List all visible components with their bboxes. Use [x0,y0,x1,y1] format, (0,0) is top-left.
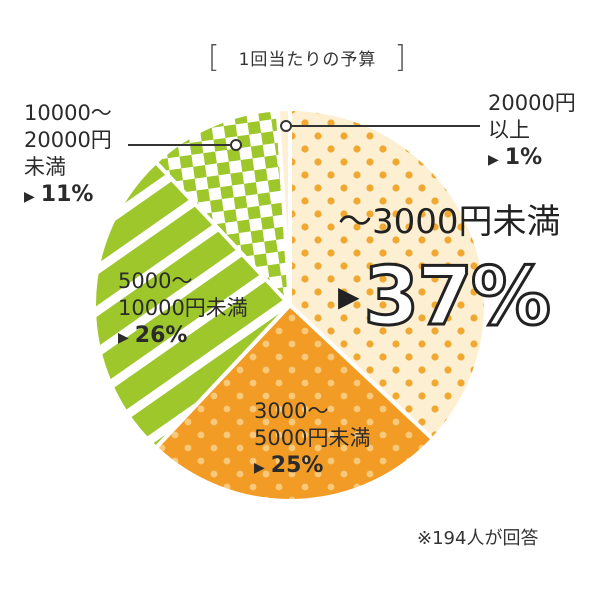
slice-10000-20000 [153,107,293,311]
triangle-icon: ▶ [338,280,360,313]
label-20000-plus: 20000円 以上 ▶ 1% [488,90,576,174]
label-3000-5000-pct: 25% [270,453,324,478]
pie-slices [92,106,488,503]
label-5000-10000-line1: 5000〜 [118,269,193,293]
triangle-icon: ▶ [254,460,265,476]
leader-20000-plus-dot [280,120,293,132]
triangle-icon: ▶ [24,189,35,205]
triangle-icon: ▶ [118,330,129,346]
slice-20000-plus [275,106,292,306]
label-10000-20000-line2: 20000円 [24,128,112,152]
label-10000-20000-line1: 10000〜 [24,101,112,125]
label-3000-5000-line1: 3000〜 [254,399,329,423]
respondent-note: ※194人が回答 [417,528,539,549]
title-bracket-right: ] [394,40,408,75]
label-3000-5000-line2: 5000円未満 [254,426,371,450]
label-under-3000-pct: 37% [362,249,552,345]
label-10000-20000: 10000〜 20000円 未満 ▶ 11% [24,100,112,211]
slice-under-3000 [288,106,488,442]
label-under-3000: 〜3000円未満 [338,202,561,242]
slice-5000-10000 [92,159,293,451]
label-10000-20000-pct: 11% [40,182,94,207]
label-10000-20000-line3: 未満 [24,155,66,179]
label-5000-10000-pct: 26% [134,323,188,348]
label-5000-10000-line2: 10000円未満 [118,296,248,320]
chart-title: [1回当たりの予算] [0,40,615,75]
label-under-3000-pct-wrap: ▶37% [338,249,553,345]
label-20000-plus-line1: 20000円 [488,91,576,115]
label-20000-plus-pct: 1% [504,145,543,170]
title-bracket-left: [ [207,40,221,75]
leader-lines [128,120,480,151]
label-20000-plus-line2: 以上 [488,118,530,142]
label-5000-10000: 5000〜 10000円未満 ▶ 26% [118,268,248,352]
label-3000-5000: 3000〜 5000円未満 ▶ 25% [254,398,370,482]
chart-title-text: 1回当たりの予算 [238,50,377,70]
triangle-icon: ▶ [488,152,499,168]
leader-10000-20000-dot [230,139,242,151]
slice-3000-5000 [153,302,436,503]
